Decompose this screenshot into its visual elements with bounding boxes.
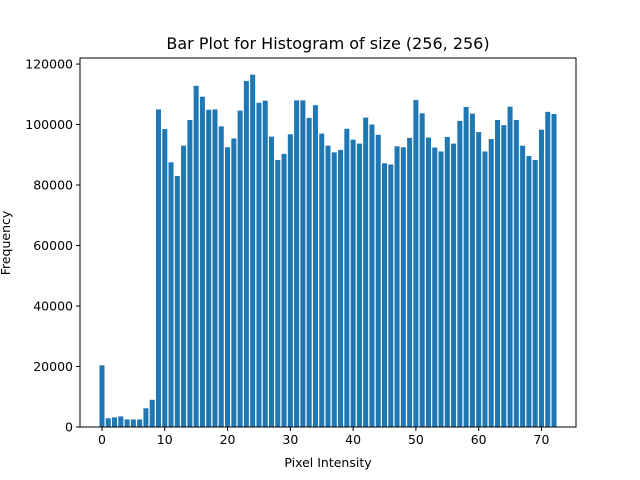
x-tick-label: 10 bbox=[157, 432, 173, 447]
y-tick-label: 80000 bbox=[33, 178, 73, 193]
bar-38 bbox=[338, 149, 344, 427]
y-tick-label: 0 bbox=[65, 420, 73, 435]
x-tick-label: 20 bbox=[220, 432, 236, 447]
bar-57 bbox=[457, 120, 463, 427]
bar-17 bbox=[206, 109, 212, 427]
bar-52 bbox=[425, 137, 431, 428]
bar-71 bbox=[545, 111, 551, 427]
bar-50 bbox=[413, 100, 419, 427]
bar-26 bbox=[262, 100, 268, 428]
bar-12 bbox=[174, 175, 180, 427]
bar-36 bbox=[325, 145, 331, 427]
bar-69 bbox=[532, 159, 538, 427]
bar-43 bbox=[369, 124, 375, 427]
bar-24 bbox=[250, 74, 256, 427]
bar-33 bbox=[306, 117, 312, 427]
bars-group bbox=[99, 74, 557, 428]
y-axis-ticks: 0 20000 40000 60000 80000 100000 120000 bbox=[25, 57, 80, 435]
bar-40 bbox=[350, 139, 356, 427]
bar-27 bbox=[268, 136, 274, 427]
x-tick-label: 40 bbox=[345, 432, 361, 447]
x-axis-ticks: 0 10 20 30 40 50 60 70 bbox=[98, 427, 549, 447]
x-tick-label: 70 bbox=[534, 432, 550, 447]
x-tick-label: 50 bbox=[408, 432, 424, 447]
bar-22 bbox=[237, 110, 243, 427]
bar-14 bbox=[187, 120, 193, 427]
bar-23 bbox=[243, 80, 249, 428]
bar-32 bbox=[300, 100, 306, 427]
bar-46 bbox=[388, 164, 394, 427]
bar-64 bbox=[501, 125, 507, 428]
bar-63 bbox=[495, 120, 501, 427]
bar-65 bbox=[507, 106, 513, 427]
bar-25 bbox=[256, 102, 262, 427]
bar-29 bbox=[281, 153, 287, 427]
y-tick-label: 40000 bbox=[33, 299, 73, 314]
y-tick-label: 20000 bbox=[33, 359, 73, 374]
bar-61 bbox=[482, 151, 488, 427]
bar-0 bbox=[99, 365, 105, 427]
bar-21 bbox=[231, 138, 237, 427]
bar-5 bbox=[130, 419, 136, 427]
bar-15 bbox=[193, 85, 199, 427]
bar-3 bbox=[118, 416, 124, 427]
x-tick-label: 60 bbox=[471, 432, 487, 447]
bar-70 bbox=[538, 129, 544, 427]
bar-28 bbox=[275, 159, 281, 427]
y-tick-label: 120000 bbox=[25, 57, 73, 72]
bar-72 bbox=[551, 113, 557, 427]
bar-1 bbox=[105, 418, 111, 427]
bar-37 bbox=[331, 152, 337, 427]
bar-2 bbox=[112, 417, 118, 427]
bar-45 bbox=[381, 163, 388, 427]
bar-35 bbox=[319, 133, 325, 428]
bar-68 bbox=[526, 156, 532, 427]
y-tick-label: 60000 bbox=[33, 238, 73, 253]
bar-20 bbox=[225, 147, 231, 428]
bar-8 bbox=[149, 399, 155, 427]
bar-62 bbox=[488, 139, 494, 427]
y-axis-label: Frequency bbox=[0, 210, 13, 275]
bar-44 bbox=[375, 134, 381, 427]
chart-title: Bar Plot for Histogram of size (256, 256… bbox=[166, 34, 489, 53]
bar-48 bbox=[400, 147, 406, 428]
bar-67 bbox=[520, 145, 526, 427]
bar-60 bbox=[476, 132, 482, 427]
x-tick-label: 0 bbox=[98, 432, 106, 447]
bar-10 bbox=[162, 129, 168, 427]
x-tick-label: 30 bbox=[282, 432, 298, 447]
bar-41 bbox=[356, 143, 362, 427]
bar-58 bbox=[463, 107, 469, 427]
bar-66 bbox=[513, 120, 519, 427]
y-tick-label: 100000 bbox=[25, 117, 73, 132]
bar-13 bbox=[181, 145, 187, 427]
bar-47 bbox=[394, 146, 400, 427]
bar-56 bbox=[451, 143, 457, 427]
bar-16 bbox=[199, 96, 205, 428]
bar-18 bbox=[212, 109, 218, 428]
bar-42 bbox=[363, 117, 369, 427]
bar-7 bbox=[143, 408, 149, 427]
bar-54 bbox=[438, 151, 444, 427]
bar-59 bbox=[469, 113, 475, 428]
bar-19 bbox=[218, 126, 224, 428]
bar-4 bbox=[124, 419, 130, 427]
bar-34 bbox=[312, 105, 318, 428]
bar-49 bbox=[407, 137, 413, 427]
x-axis-label: Pixel Intensity bbox=[284, 455, 372, 470]
bar-31 bbox=[294, 100, 300, 427]
bar-55 bbox=[444, 136, 450, 427]
plot-frame bbox=[79, 57, 577, 428]
bar-6 bbox=[137, 419, 143, 427]
bar-9 bbox=[155, 109, 161, 428]
bar-11 bbox=[168, 162, 174, 427]
bar-30 bbox=[287, 134, 293, 427]
bar-39 bbox=[344, 128, 350, 427]
bar-51 bbox=[419, 113, 425, 427]
bar-53 bbox=[432, 147, 438, 427]
